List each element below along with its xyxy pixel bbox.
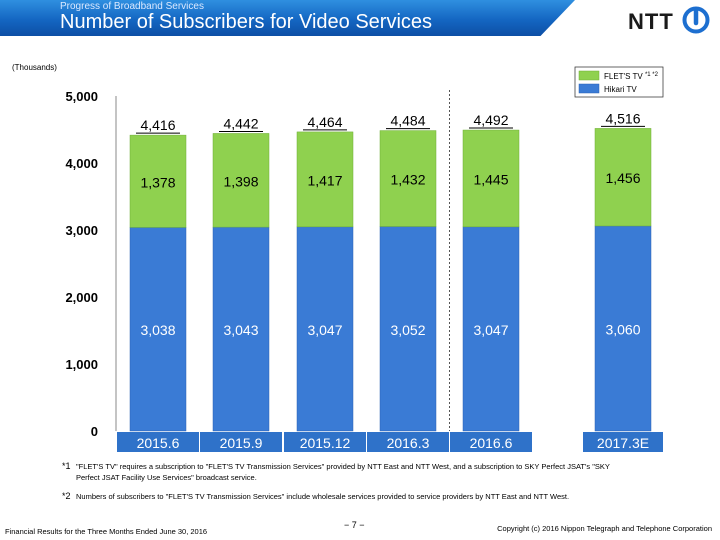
bar-flets-tv [594, 128, 652, 227]
category-label: 2016.3 [387, 435, 430, 451]
y-tick-label: 4,000 [65, 156, 98, 171]
ntt-logo-mark-icon [682, 6, 710, 34]
value-label-flets-tv: 1,417 [307, 172, 342, 188]
page-title: Number of Subscribers for Video Services [60, 11, 433, 33]
category-label: 2015.6 [137, 435, 180, 451]
bar-hikari-tv [462, 226, 520, 432]
slide-header: Progress of Broadband Services Number of… [0, 0, 720, 42]
y-tick-label: 1,000 [65, 357, 98, 372]
category-label: 2017.3E [597, 435, 649, 451]
bar-flets-tv [212, 133, 270, 228]
footnote-2: *2 Numbers of subscribers to "FLET'S TV … [62, 491, 616, 502]
category-label-box [450, 432, 532, 452]
bar-hikari-tv [129, 227, 187, 432]
logo-text: NTT [628, 9, 674, 34]
footer-copyright: Copyright (c) 2016 Nippon Telegraph and … [497, 524, 712, 533]
y-tick-label: 5,000 [65, 89, 98, 104]
value-label-hikari-tv: 3,043 [223, 322, 258, 338]
category-label-box [200, 432, 282, 452]
footnote-text: "FLET'S TV" requires a subscription to "… [76, 462, 610, 482]
bar-flets-tv [379, 130, 437, 227]
unit-label: (Thousands) [12, 63, 57, 72]
value-label-hikari-tv: 3,047 [307, 322, 342, 338]
category-label: 2016.6 [470, 435, 513, 451]
bar-hikari-tv [212, 226, 270, 432]
footnote-mark: *2 [62, 491, 71, 501]
value-label-flets-tv: 1,456 [605, 170, 640, 186]
header-subtitle: Progress of Broadband Services [60, 1, 204, 12]
bar-hikari-tv [296, 226, 354, 432]
value-label-flets-tv: 1,445 [473, 171, 508, 187]
bar-flets-tv [462, 129, 520, 228]
y-tick-label: 0 [91, 424, 98, 439]
category-label-box [583, 432, 663, 452]
total-label: 4,484 [390, 113, 425, 129]
value-label-hikari-tv: 3,060 [605, 321, 640, 337]
page-number: − 7 − [344, 520, 365, 530]
bar-flets-tv [296, 131, 354, 228]
bar-hikari-tv [594, 225, 652, 432]
total-label: 4,492 [473, 112, 508, 128]
legend-label-flets-tv: FLET'S TV *1 *2 [604, 72, 659, 81]
bar-hikari-tv [379, 226, 437, 432]
category-label: 2015.12 [300, 435, 351, 451]
category-label: 2015.9 [220, 435, 263, 451]
category-label-box [284, 432, 366, 452]
legend-swatch-hikari-tv [578, 83, 600, 94]
total-label: 4,516 [605, 110, 640, 126]
value-label-hikari-tv: 3,038 [140, 322, 175, 338]
bar-flets-tv [129, 134, 187, 228]
footer-left: Financial Results for the Three Months E… [5, 527, 208, 536]
category-label-box [367, 432, 449, 452]
value-label-flets-tv: 1,398 [223, 173, 258, 189]
header-band [0, 0, 575, 36]
total-label: 4,464 [307, 114, 342, 130]
value-label-flets-tv: 1,378 [140, 174, 175, 190]
legend-swatch-flets-tv [578, 70, 600, 81]
footnote-text: Numbers of subscribers to "FLET'S TV Tra… [76, 492, 570, 501]
category-label-box [117, 432, 199, 452]
total-label: 4,416 [140, 117, 175, 133]
y-tick-label: 3,000 [65, 223, 98, 238]
y-tick-label: 2,000 [65, 290, 98, 305]
legend-footnote-marks: *1 *2 [645, 72, 659, 78]
footnote-1: *1 "FLET'S TV" requires a subscription t… [62, 461, 616, 483]
value-label-flets-tv: 1,432 [390, 172, 425, 188]
value-label-hikari-tv: 3,047 [473, 322, 508, 338]
value-label-hikari-tv: 3,052 [390, 322, 425, 338]
total-label: 4,442 [223, 115, 258, 131]
legend-label-hikari-tv: Hikari TV [604, 85, 637, 94]
ntt-logo: NTT [628, 6, 712, 36]
footnote-mark: *1 [62, 461, 71, 471]
